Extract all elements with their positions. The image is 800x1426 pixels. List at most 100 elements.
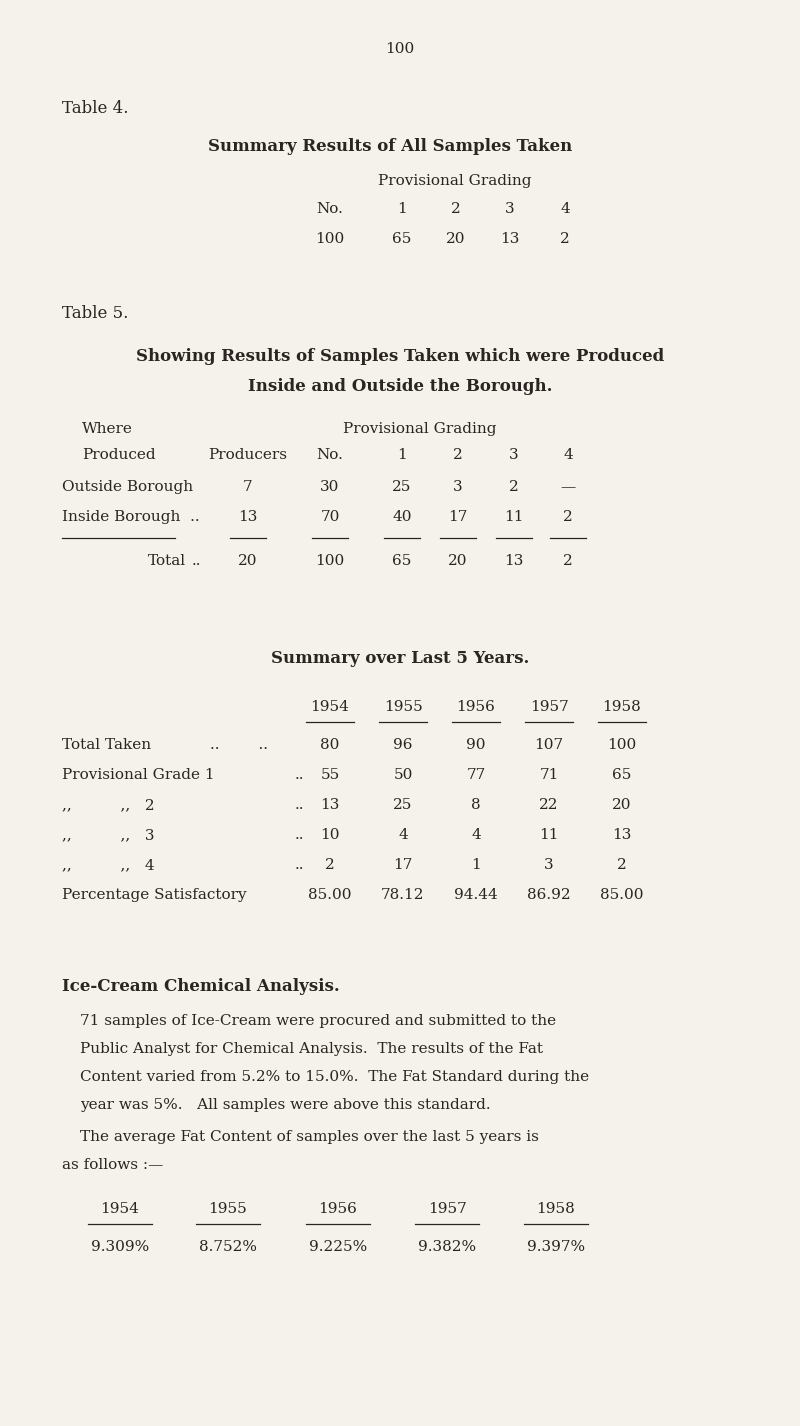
Text: 1: 1 [471, 858, 481, 873]
Text: Inside Borough  ..: Inside Borough .. [62, 511, 200, 523]
Text: Outside Borough: Outside Borough [62, 481, 193, 493]
Text: 11: 11 [504, 511, 524, 523]
Text: 100: 100 [315, 232, 345, 247]
Text: Total Taken: Total Taken [62, 739, 151, 752]
Text: 2: 2 [451, 202, 461, 215]
Text: 71 samples of Ice-Cream were procured and submitted to the: 71 samples of Ice-Cream were procured an… [80, 1014, 556, 1028]
Text: Summary Results of All Samples Taken: Summary Results of All Samples Taken [208, 138, 572, 155]
Text: 3: 3 [453, 481, 463, 493]
Text: ..        ..: .. .. [210, 739, 268, 752]
Text: Content varied from 5.2% to 15.0%.  The Fat Standard during the: Content varied from 5.2% to 15.0%. The F… [80, 1070, 589, 1084]
Text: 94.44: 94.44 [454, 888, 498, 903]
Text: 4: 4 [560, 202, 570, 215]
Text: year was 5%.   All samples were above this standard.: year was 5%. All samples were above this… [80, 1098, 490, 1112]
Text: Public Analyst for Chemical Analysis.  The results of the Fat: Public Analyst for Chemical Analysis. Th… [80, 1042, 543, 1057]
Text: Producers: Producers [209, 448, 287, 462]
Text: ,,          ,,   2: ,, ,, 2 [62, 799, 154, 811]
Text: 9.309%: 9.309% [91, 1241, 149, 1253]
Text: 20: 20 [446, 232, 466, 247]
Text: 11: 11 [539, 829, 558, 841]
Text: 71: 71 [539, 769, 558, 781]
Text: ..: .. [295, 799, 305, 811]
Text: Table 5.: Table 5. [62, 305, 128, 322]
Text: 1: 1 [397, 202, 407, 215]
Text: 13: 13 [238, 511, 258, 523]
Text: 96: 96 [394, 739, 413, 752]
Text: 1958: 1958 [602, 700, 642, 714]
Text: 13: 13 [500, 232, 520, 247]
Text: Provisional Grading: Provisional Grading [378, 174, 532, 188]
Text: 30: 30 [320, 481, 340, 493]
Text: 3: 3 [509, 448, 519, 462]
Text: 9.382%: 9.382% [418, 1241, 476, 1253]
Text: 13: 13 [320, 799, 340, 811]
Text: 85.00: 85.00 [308, 888, 352, 903]
Text: 1: 1 [397, 448, 407, 462]
Text: 90: 90 [466, 739, 486, 752]
Text: 80: 80 [320, 739, 340, 752]
Text: ..: .. [192, 553, 202, 568]
Text: 100: 100 [607, 739, 637, 752]
Text: 4: 4 [563, 448, 573, 462]
Text: 77: 77 [466, 769, 486, 781]
Text: Ice-Cream Chemical Analysis.: Ice-Cream Chemical Analysis. [62, 978, 340, 995]
Text: as follows :—: as follows :— [62, 1158, 163, 1172]
Text: 1956: 1956 [457, 700, 495, 714]
Text: Produced: Produced [82, 448, 156, 462]
Text: 4: 4 [398, 829, 408, 841]
Text: 20: 20 [612, 799, 632, 811]
Text: 100: 100 [386, 41, 414, 56]
Text: 8: 8 [471, 799, 481, 811]
Text: 2: 2 [560, 232, 570, 247]
Text: 2: 2 [563, 511, 573, 523]
Text: 8.752%: 8.752% [199, 1241, 257, 1253]
Text: 2: 2 [453, 448, 463, 462]
Text: ..: .. [295, 829, 305, 841]
Text: 1956: 1956 [318, 1202, 358, 1216]
Text: 1955: 1955 [384, 700, 422, 714]
Text: 1957: 1957 [530, 700, 568, 714]
Text: Table 4.: Table 4. [62, 100, 129, 117]
Text: 13: 13 [504, 553, 524, 568]
Text: 65: 65 [392, 232, 412, 247]
Text: 55: 55 [320, 769, 340, 781]
Text: No.: No. [317, 202, 343, 215]
Text: 1955: 1955 [209, 1202, 247, 1216]
Text: 9.397%: 9.397% [527, 1241, 585, 1253]
Text: 17: 17 [394, 858, 413, 873]
Text: Summary over Last 5 Years.: Summary over Last 5 Years. [271, 650, 529, 667]
Text: 4: 4 [471, 829, 481, 841]
Text: ,,          ,,   3: ,, ,, 3 [62, 829, 154, 841]
Text: Provisional Grading: Provisional Grading [343, 422, 497, 436]
Text: 107: 107 [534, 739, 563, 752]
Text: 7: 7 [243, 481, 253, 493]
Text: ,,          ,,   4: ,, ,, 4 [62, 858, 154, 873]
Text: 1954: 1954 [310, 700, 350, 714]
Text: 3: 3 [544, 858, 554, 873]
Text: Where: Where [82, 422, 133, 436]
Text: 3: 3 [505, 202, 515, 215]
Text: 65: 65 [392, 553, 412, 568]
Text: 2: 2 [509, 481, 519, 493]
Text: Percentage Satisfactory: Percentage Satisfactory [62, 888, 246, 903]
Text: 22: 22 [539, 799, 558, 811]
Text: Total: Total [148, 553, 186, 568]
Text: 70: 70 [320, 511, 340, 523]
Text: 2: 2 [325, 858, 335, 873]
Text: —: — [560, 481, 576, 493]
Text: 78.12: 78.12 [382, 888, 425, 903]
Text: 1958: 1958 [537, 1202, 575, 1216]
Text: 20: 20 [448, 553, 468, 568]
Text: 1954: 1954 [101, 1202, 139, 1216]
Text: 65: 65 [612, 769, 632, 781]
Text: Provisional Grade 1: Provisional Grade 1 [62, 769, 214, 781]
Text: 100: 100 [315, 553, 345, 568]
Text: 20: 20 [238, 553, 258, 568]
Text: Inside and Outside the Borough.: Inside and Outside the Borough. [248, 378, 552, 395]
Text: 9.225%: 9.225% [309, 1241, 367, 1253]
Text: 40: 40 [392, 511, 412, 523]
Text: The average Fat Content of samples over the last 5 years is: The average Fat Content of samples over … [80, 1129, 539, 1144]
Text: 2: 2 [563, 553, 573, 568]
Text: 86.92: 86.92 [527, 888, 571, 903]
Text: 25: 25 [392, 481, 412, 493]
